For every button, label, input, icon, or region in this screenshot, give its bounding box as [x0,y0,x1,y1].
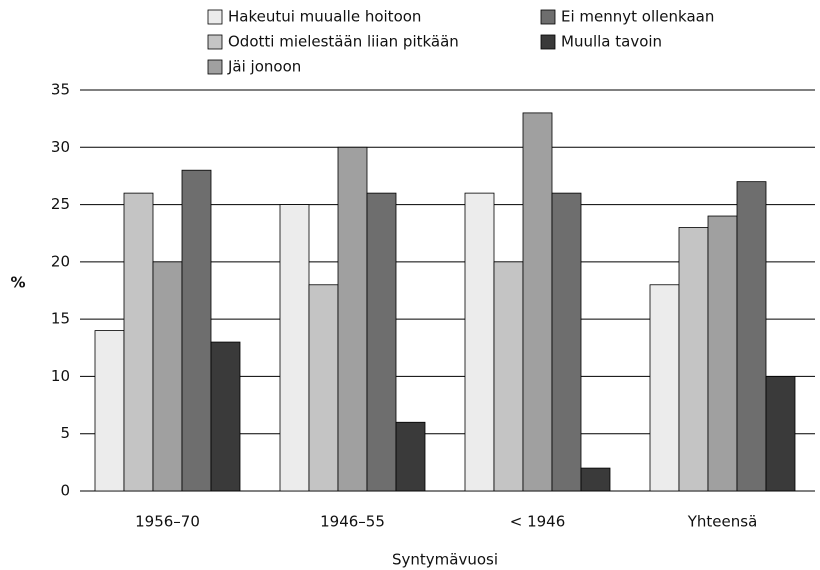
bar [551,192,582,492]
bar [181,169,212,492]
legend-label: Ei mennyt ollenkaan [561,8,714,26]
y-axis-label: % [10,274,25,292]
legend-label: Jäi jonoon [227,58,301,76]
bar [279,204,310,492]
bar [210,341,241,492]
bar [493,261,524,492]
bar [765,376,796,492]
y-tick-label: 30 [51,138,70,156]
bar [464,192,495,492]
legend-swatch [540,9,556,25]
bar [395,421,426,492]
legend-swatch [540,34,556,50]
y-tick-label: 5 [60,424,70,442]
bar [123,192,154,492]
bar [152,261,183,492]
bar [94,330,125,492]
legend-label: Muulla tavoin [561,33,662,51]
bar [736,181,767,492]
y-tick-label: 20 [51,252,70,270]
bar [580,467,611,492]
y-tick-label: 15 [51,310,70,328]
legend-swatch [207,59,223,75]
legend-label: Odotti mielestään liian pitkään [228,33,459,51]
x-tick-label: 1956–70 [135,513,200,531]
legend-label: Hakeutui muualle hoitoon [228,8,421,26]
y-tick-label: 10 [51,367,70,385]
legend-swatch [207,34,223,50]
y-tick-label: 25 [51,195,70,213]
bar [366,192,397,492]
bar [337,146,368,492]
bar [678,227,709,492]
x-axis-label: Syntymävuosi [392,551,498,569]
bar [522,112,553,492]
y-tick-label: 35 [51,81,70,99]
y-tick-label: 0 [60,482,70,500]
bar [649,284,680,492]
bar [308,284,339,492]
x-tick-label: 1946–55 [320,513,385,531]
x-tick-label: Yhteensä [687,513,758,531]
x-tick-label: < 1946 [510,513,566,531]
legend-swatch [207,9,223,25]
bar [707,215,738,492]
